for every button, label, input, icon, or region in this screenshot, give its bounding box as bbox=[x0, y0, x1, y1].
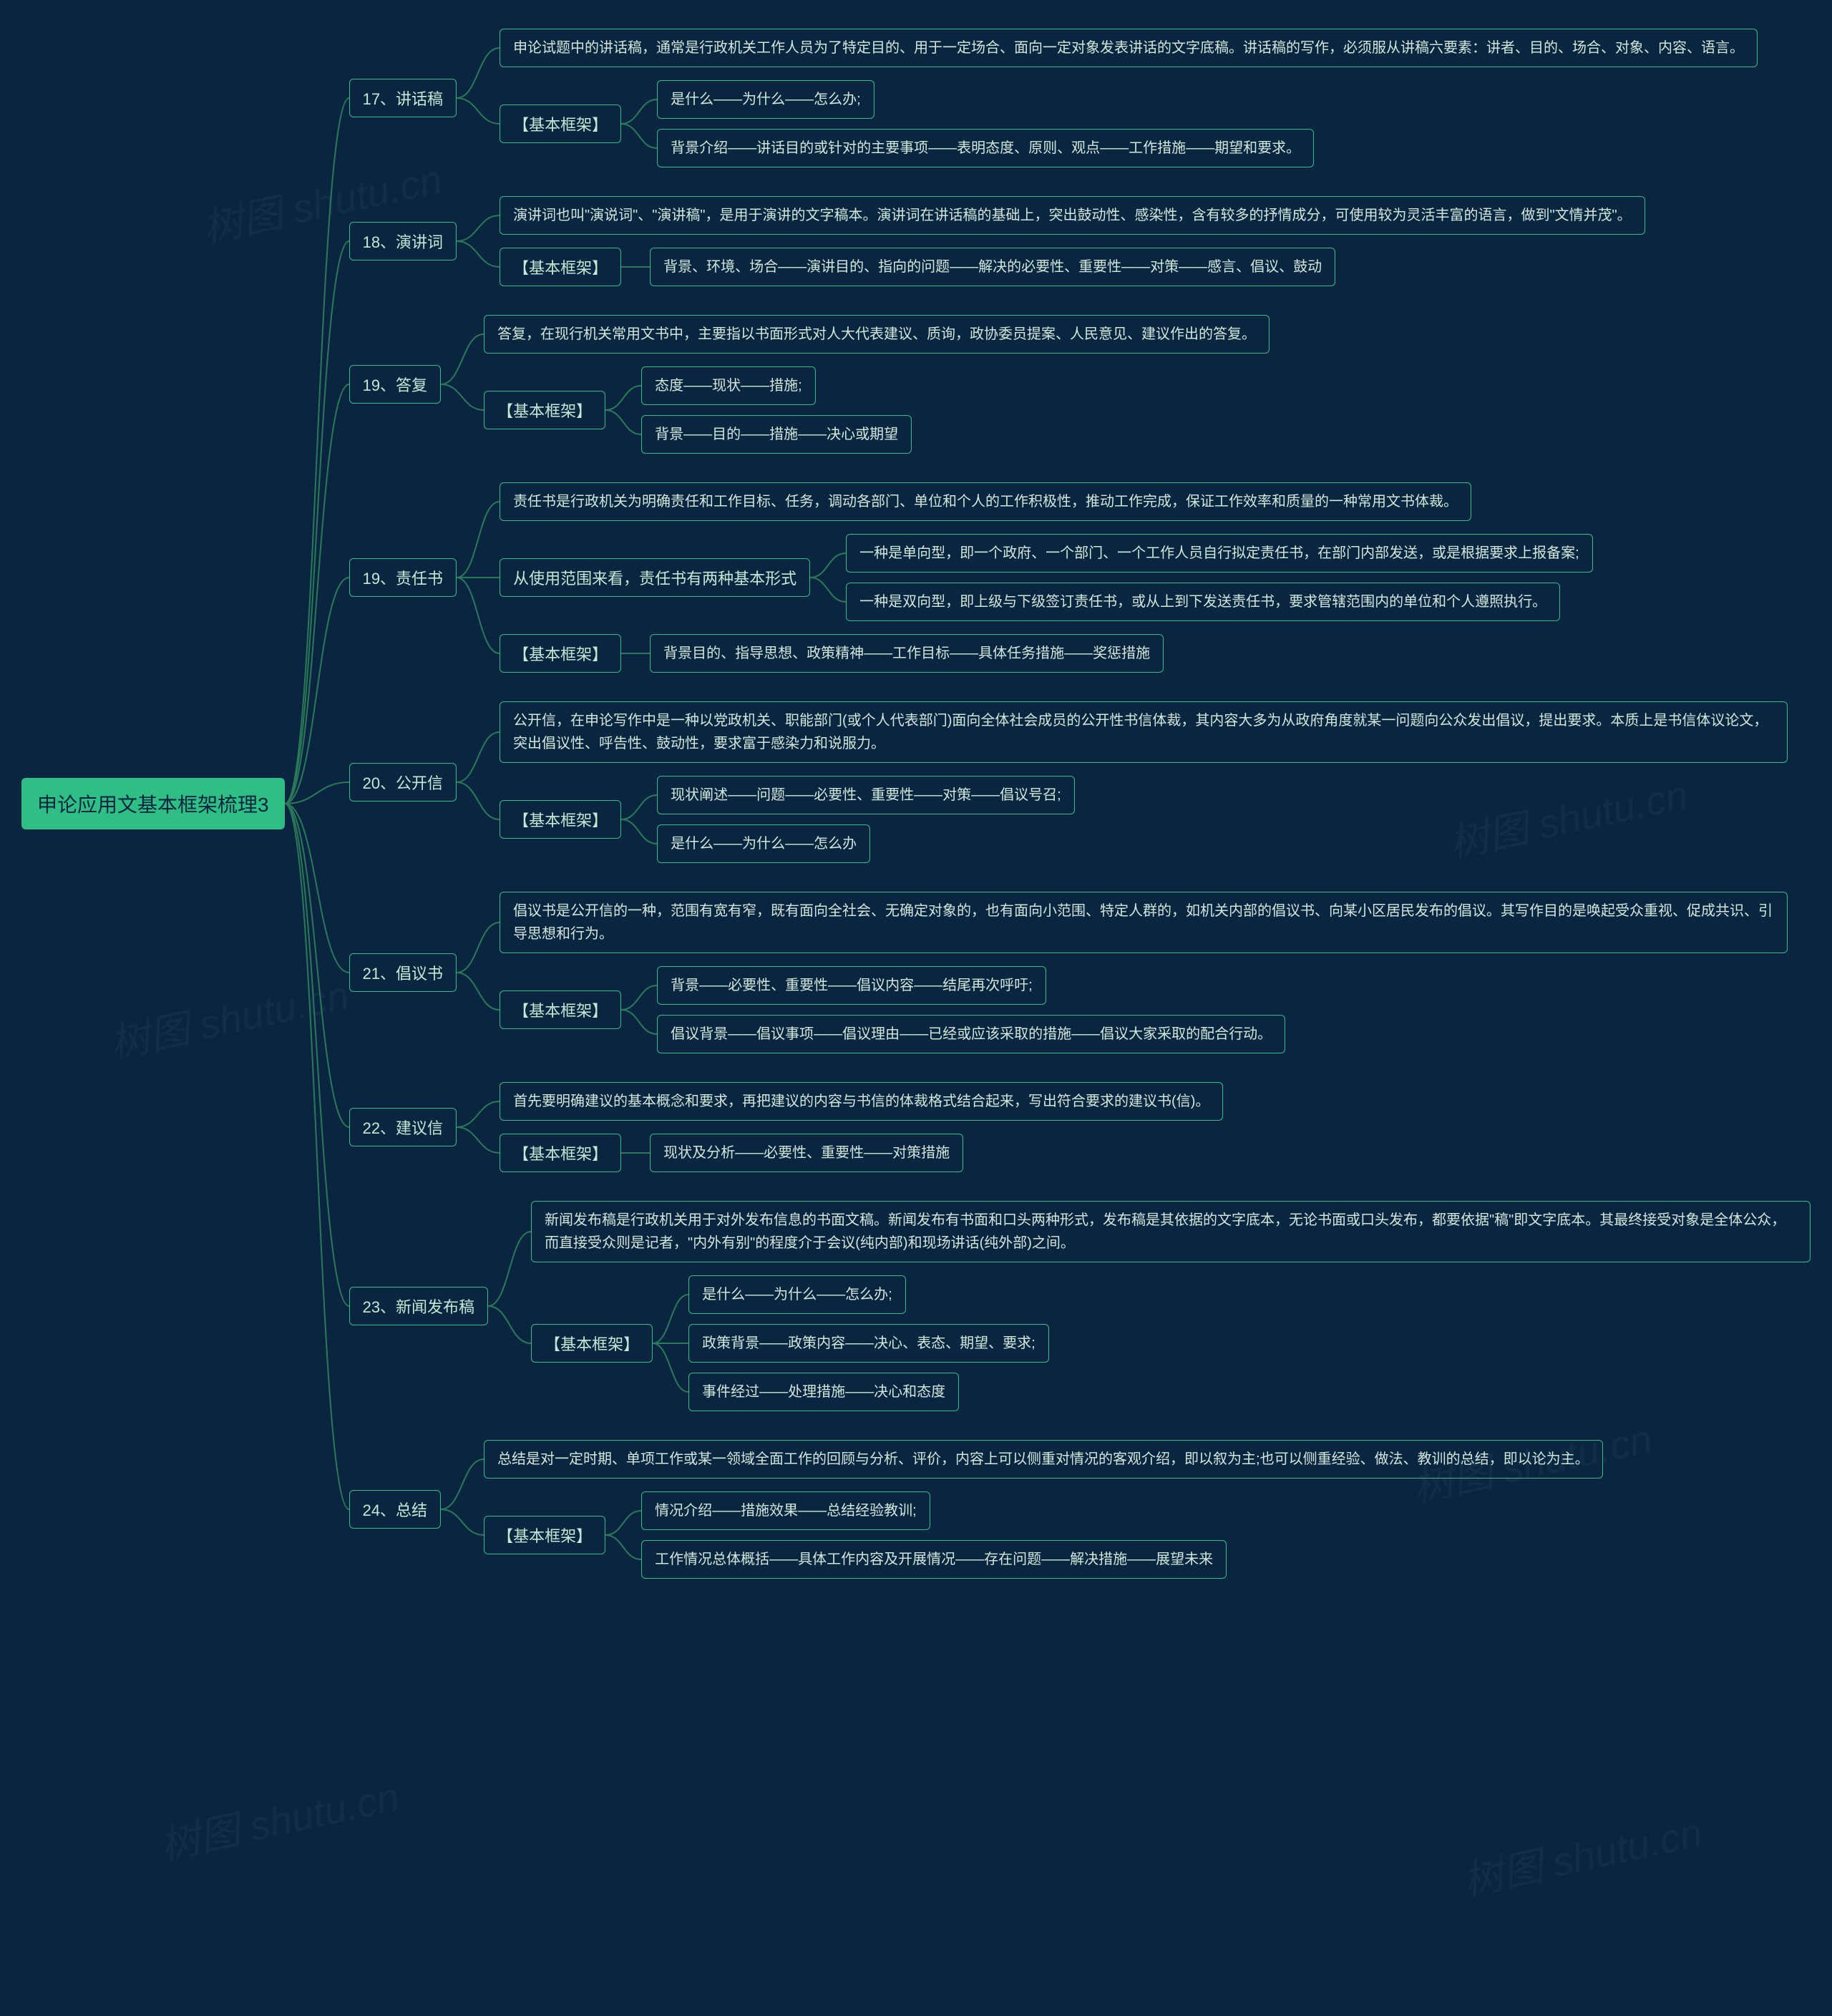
branch-desc: 首先要明确建议的基本概念和要求，再把建议的内容与书信的体裁格式结合起来，写出符合… bbox=[500, 1082, 1223, 1121]
mindmap-container: 申论应用文基本框架梳理3 17、讲话稿 申论试题中的讲话稿，通常是行政机关工作人员为… bbox=[21, 29, 1811, 1579]
branch-desc: 责任书是行政机关为明确责任和工作目标、任务，调动各部门、单位和个人的工作积极性，… bbox=[500, 482, 1471, 521]
branch-desc: 新闻发布稿是行政机关用于对外发布信息的书面文稿。新闻发布有书面和口头两种形式，发… bbox=[531, 1201, 1811, 1262]
branch-b20: 20、公开信 公开信，在申论写作中是一种以党政机关、职能部门(或个人代表部门)面向… bbox=[349, 701, 1811, 863]
branch-label: 20、公开信 bbox=[349, 763, 457, 802]
branch-desc: 公开信，在申论写作中是一种以党政机关、职能部门(或个人代表部门)面向全体社会成员… bbox=[500, 701, 1788, 763]
branch-label: 23、新闻发布稿 bbox=[349, 1287, 488, 1325]
branch-label: 21、倡议书 bbox=[349, 953, 457, 992]
branch-label: 19、责任书 bbox=[349, 558, 457, 597]
framework-item: 背景目的、指导思想、政策精神——工作目标——具体任务措施——奖惩措施 bbox=[650, 634, 1164, 673]
branch-label: 22、建议信 bbox=[349, 1108, 457, 1146]
framework-item: 背景介绍——讲话目的或针对的主要事项——表明态度、原则、观点——工作措施——期望… bbox=[657, 129, 1314, 167]
framework-item: 工作情况总体概括——具体工作内容及开展情况——存在问题——解决措施——展望未来 bbox=[641, 1540, 1227, 1579]
framework-label: 【基本框架】 bbox=[484, 1516, 605, 1554]
branch-desc: 申论试题中的讲话稿，通常是行政机关工作人员为了特定目的、用于一定场合、面向一定对… bbox=[500, 29, 1758, 67]
branch-desc: 倡议书是公开信的一种，范围有宽有窄，既有面向全社会、无确定对象的，也有面向小范围… bbox=[500, 892, 1788, 953]
forms-label: 从使用范围来看，责任书有两种基本形式 bbox=[500, 558, 810, 597]
branch-label: 18、演讲词 bbox=[349, 222, 457, 260]
framework-item: 倡议背景——倡议事项——倡议理由——已经或应该采取的措施——倡议大家采取的配合行… bbox=[657, 1015, 1285, 1053]
branch-desc: 总结是对一定时期、单项工作或某一领域全面工作的回顾与分析、评价，内容上可以侧重对… bbox=[484, 1440, 1603, 1479]
branch-b17: 17、讲话稿 申论试题中的讲话稿，通常是行政机关工作人员为了特定目的、用于一定场合… bbox=[349, 29, 1811, 167]
form-item: 一种是双向型，即上级与下级签订责任书，或从上到下发送责任书，要求管辖范围内的单位… bbox=[846, 583, 1560, 621]
framework-item: 事件经过——处理措施——决心和态度 bbox=[688, 1373, 959, 1411]
framework-label: 【基本框架】 bbox=[500, 1134, 621, 1172]
framework-item: 态度——现状——措施; bbox=[641, 366, 816, 405]
branch-desc: 演讲词也叫"演说词"、"演讲稿"，是用于演讲的文字稿本。演讲词在讲话稿的基础上，… bbox=[500, 196, 1645, 235]
branch-label: 19、答复 bbox=[349, 365, 441, 404]
branch-desc: 答复，在现行机关常用文书中，主要指以书面形式对人大代表建议、质询，政协委员提案、… bbox=[484, 315, 1270, 354]
framework-item: 现状阐述——问题——必要性、重要性——对策——倡议号召; bbox=[657, 776, 1075, 814]
framework-item: 情况介绍——措施效果——总结经验教训; bbox=[641, 1491, 930, 1530]
framework-item: 是什么——为什么——怎么办 bbox=[657, 824, 870, 863]
framework-label: 【基本框架】 bbox=[500, 248, 621, 286]
framework-label: 【基本框架】 bbox=[500, 104, 621, 143]
root-node: 申论应用文基本框架梳理3 bbox=[21, 778, 285, 829]
branch-b24: 24、总结 总结是对一定时期、单项工作或某一领域全面工作的回顾与分析、评价，内容上… bbox=[349, 1440, 1811, 1579]
framework-label: 【基本框架】 bbox=[531, 1324, 653, 1363]
framework-item: 是什么——为什么——怎么办; bbox=[657, 80, 874, 119]
framework-item: 背景——必要性、重要性——倡议内容——结尾再次呼吁; bbox=[657, 966, 1046, 1005]
framework-label: 【基本框架】 bbox=[484, 391, 605, 429]
branch-b19a: 19、答复 答复，在现行机关常用文书中，主要指以书面形式对人大代表建议、质询，政协… bbox=[349, 315, 1811, 454]
framework-item: 背景、环境、场合——演讲目的、指向的问题——解决的必要性、重要性——对策——感言… bbox=[650, 248, 1335, 286]
form-item: 一种是单向型，即一个政府、一个部门、一个工作人员自行拟定责任书，在部门内部发送，… bbox=[846, 534, 1593, 573]
branch-b21: 21、倡议书 倡议书是公开信的一种，范围有宽有窄，既有面向全社会、无确定对象的，也… bbox=[349, 892, 1811, 1053]
branch-label: 24、总结 bbox=[349, 1490, 441, 1529]
framework-item: 背景——目的——措施——决心或期望 bbox=[641, 415, 912, 454]
framework-label: 【基本框架】 bbox=[500, 800, 621, 839]
framework-label: 【基本框架】 bbox=[500, 990, 621, 1029]
branch-b19b: 19、责任书 责任书是行政机关为明确责任和工作目标、任务，调动各部门、单位和个人的… bbox=[349, 482, 1811, 673]
branch-label: 17、讲话稿 bbox=[349, 79, 457, 117]
branch-b23: 23、新闻发布稿 新闻发布稿是行政机关用于对外发布信息的书面文稿。新闻发布有书面和… bbox=[349, 1201, 1811, 1411]
watermark: 树图 shutu.cn bbox=[154, 1765, 404, 1872]
branch-b18: 18、演讲词 演讲词也叫"演说词"、"演讲稿"，是用于演讲的文字稿本。演讲词在讲话… bbox=[349, 196, 1811, 286]
framework-item: 现状及分析——必要性、重要性——对策措施 bbox=[650, 1134, 963, 1172]
branch-b22: 22、建议信 首先要明确建议的基本概念和要求，再把建议的内容与书信的体裁格式结合起… bbox=[349, 1082, 1811, 1172]
framework-item: 政策背景——政策内容——决心、表态、期望、要求; bbox=[688, 1324, 1049, 1363]
watermark: 树图 shutu.cn bbox=[1457, 1801, 1707, 1908]
framework-label: 【基本框架】 bbox=[500, 634, 621, 673]
framework-item: 是什么——为什么——怎么办; bbox=[688, 1275, 906, 1314]
